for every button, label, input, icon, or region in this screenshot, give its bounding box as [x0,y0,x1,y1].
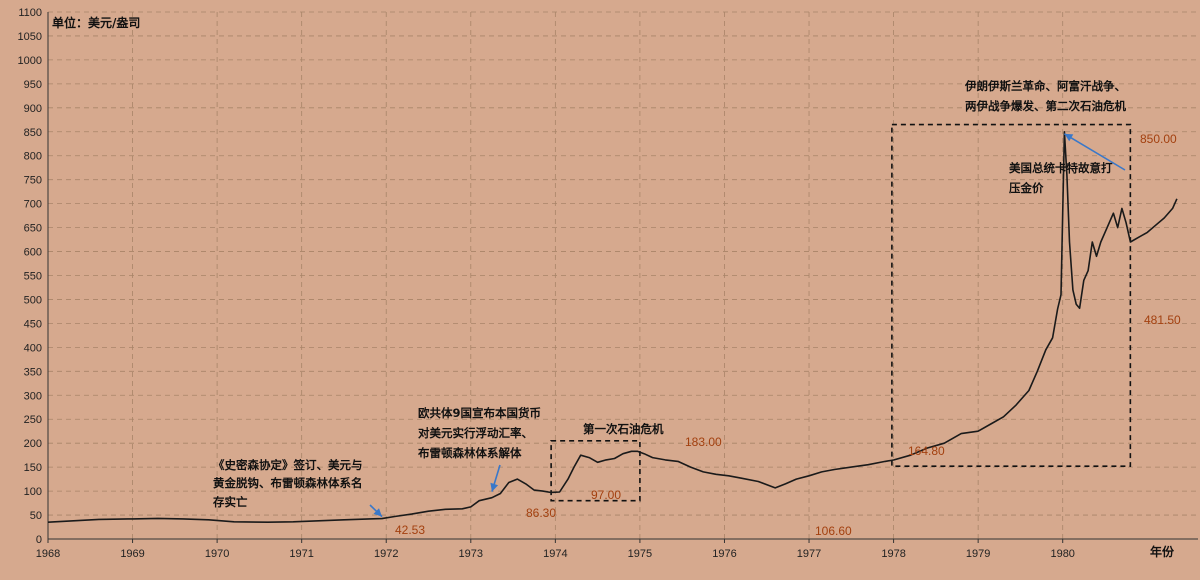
y-tick-label: 450 [24,318,42,330]
x-tick-label: 1973 [459,548,483,560]
y-tick-label: 150 [24,462,42,474]
y-tick-label: 300 [24,390,42,402]
x-tick-label: 1974 [543,548,567,560]
value-label: 481.50 [1144,313,1181,327]
annotation-bretton-woods: 《史密森协定》签订、美元与 黄金脱钩、布雷顿森林体系名 存实亡 [213,458,363,509]
price-line-layer [47,131,1178,524]
annotation-text: 美国总统卡特故意打 [1009,161,1113,175]
annotation-text: 对美元实行浮动汇率、 [418,426,533,440]
annotation-text: 欧共体9国宣布本国货币 [418,406,541,420]
annotation-arrows [369,133,1126,518]
x-tick-label: 1969 [120,548,144,560]
value-label: 97.00 [591,488,621,502]
first-oil-crisis-box [550,439,641,502]
y-tick-label: 1000 [18,55,42,67]
x-tick-label: 1968 [36,548,60,560]
annotation-floating-rates: 欧共体9国宣布本国货币 对美元实行浮动汇率、 布雷顿森林体系解体 [417,406,541,460]
x-tick-label: 1970 [205,548,229,560]
gold-price-line [47,131,1178,524]
x-tick-label: 1976 [712,548,736,560]
value-label: 106.60 [815,524,852,538]
x-tick-label: 1977 [797,548,821,560]
annotation-text: 黄金脱钩、布雷顿森林体系名 [213,476,363,490]
y-tick-label: 700 [24,199,42,211]
y-tick-label: 750 [24,175,42,187]
y-tick-label: 50 [30,510,42,522]
y-tick-label: 250 [24,414,42,426]
x-tick-label: 1975 [628,548,652,560]
y-tick-label: 800 [24,151,42,163]
annotation-iran-revolution: 伊朗伊斯兰革命、阿富汗战争、 两伊战争爆发、第二次石油危机 [964,79,1126,113]
y-tick-label: 0 [36,534,42,546]
x-tick-label: 1979 [966,548,990,560]
annotation-text: 伊朗伊斯兰革命、阿富汗战争、 [964,79,1126,93]
annotation-text: 存实亡 [213,495,248,509]
axis-layer [47,12,1198,543]
y-tick-label: 500 [24,294,42,306]
x-tick-label: 1972 [374,548,398,560]
grid-layer [48,11,1198,539]
unit-label: 单位：美元/盎司 [52,15,140,30]
y-tick-label: 950 [24,79,42,91]
y-tick-label: 900 [24,103,42,115]
annotation-boxes [550,123,1132,502]
x-tick-label: 1978 [881,548,905,560]
y-tick-label: 350 [24,366,42,378]
y-tick-label: 400 [24,342,42,354]
x-tick-label: 1971 [289,548,313,560]
annotation-text: 两伊战争爆发、第二次石油危机 [965,99,1126,113]
y-tick-label: 600 [24,247,42,259]
value-label: 164.80 [908,444,945,458]
second-oil-crisis-box [891,123,1132,467]
x-tick-label: 1980 [1050,548,1074,560]
annotation-text: 布雷顿森林体系解体 [417,446,522,460]
tick-labels: 1968 1969 1970 1971 1972 1973 1974 1975 1976 1977… [18,7,1075,560]
y-tick-label: 850 [24,127,42,139]
arrow-smithsonian [369,504,383,518]
value-label: 183.00 [685,435,722,449]
arrow-head [1064,133,1074,142]
value-label: 86.30 [526,506,556,520]
arrow-carter [1063,133,1126,171]
y-tick-label: 550 [24,271,42,283]
value-label: 850.00 [1140,132,1177,146]
arrow-head [490,482,499,492]
value-label: 42.53 [395,523,425,537]
y-tick-label: 650 [24,223,42,235]
annotation-first-oil-crisis: 第一次石油危机 [583,422,664,436]
annotation-carter: 美国总统卡特故意打 压金价 [1009,161,1113,195]
x-axis-title: 年份 [1150,544,1175,559]
annotation-text: 压金价 [1009,181,1044,195]
arrow-floating-rates [490,464,501,492]
y-tick-label: 200 [24,438,42,450]
arrow-shaft [1063,133,1126,171]
arrow-head [373,508,383,517]
y-tick-label: 100 [24,486,42,498]
y-tick-label: 1100 [18,7,42,19]
annotation-text: 《史密森协定》签订、美元与 [213,458,363,472]
y-tick-label: 1050 [18,31,42,43]
